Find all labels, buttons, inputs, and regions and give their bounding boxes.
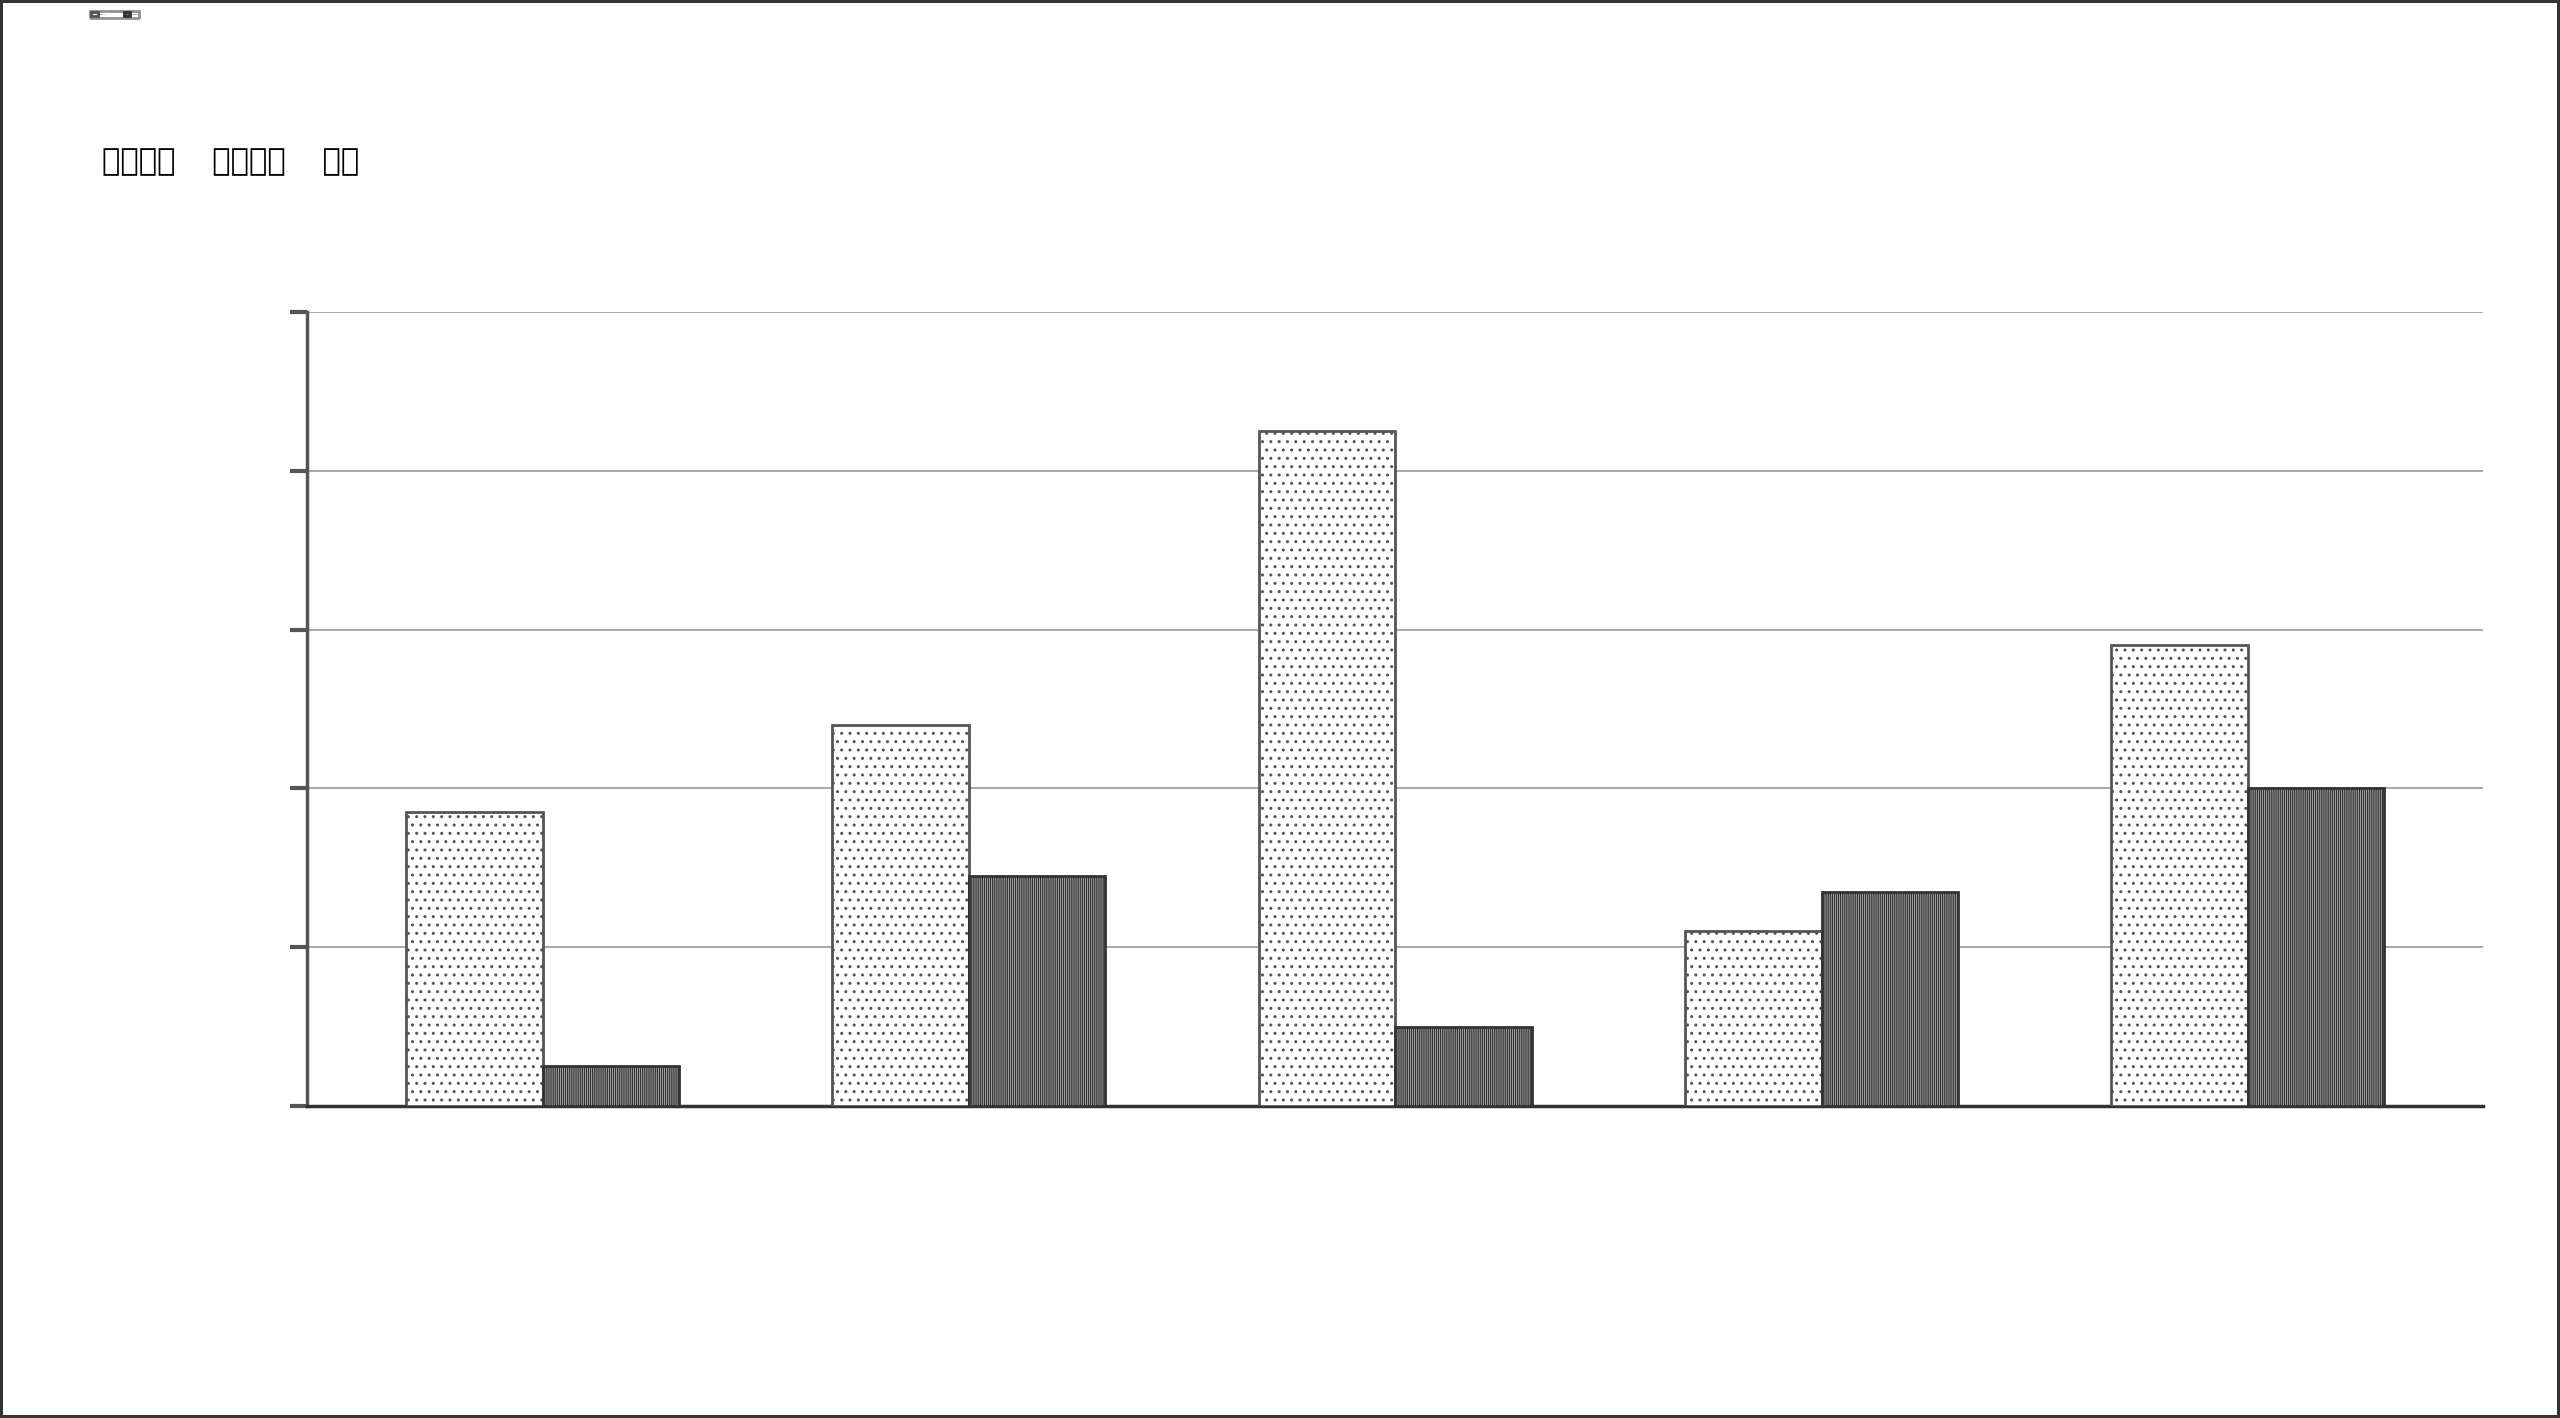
Bar (968, 876, 1106, 1106)
Bar (2112, 645, 2248, 1106)
Bar (832, 725, 968, 1106)
Bar (543, 1066, 678, 1106)
Bar (1684, 932, 1823, 1106)
Text: ⠱⠢⠱⠢  ⠉⠱⠢⠱  ⠄⠂: ⠱⠢⠱⠢ ⠉⠱⠢⠱ ⠄⠂ (102, 147, 358, 176)
Bar (2248, 788, 2383, 1106)
Bar (1823, 892, 1958, 1106)
Legend: Series 1, Series 2: Series 1, Series 2 (90, 11, 138, 17)
Bar (1260, 431, 1395, 1106)
Bar (407, 813, 543, 1106)
Bar (1395, 1027, 1531, 1106)
